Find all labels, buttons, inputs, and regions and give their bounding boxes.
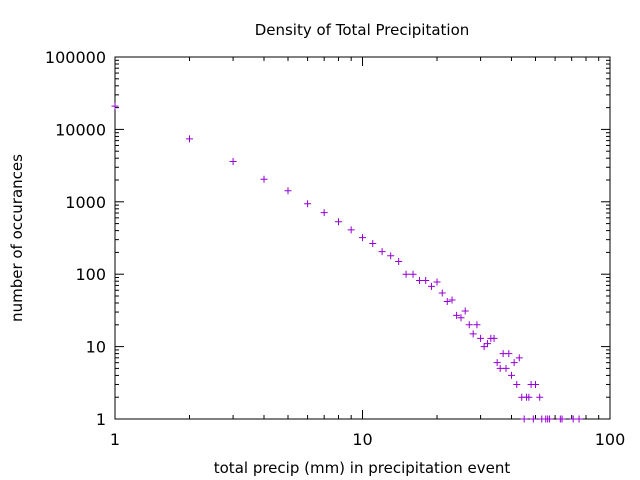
- data-point: [520, 415, 528, 423]
- data-point: [378, 248, 386, 256]
- data-point: [433, 278, 441, 286]
- data-point: [335, 218, 343, 226]
- data-point: [438, 289, 446, 297]
- x-tick-label: 10: [352, 430, 372, 449]
- data-point: [477, 334, 485, 342]
- y-tick-label: 10: [86, 338, 106, 357]
- data-point: [422, 276, 430, 284]
- data-point: [347, 226, 355, 234]
- data-point: [461, 307, 469, 315]
- data-point: [111, 102, 119, 110]
- data-point: [536, 393, 544, 401]
- data-point: [427, 282, 435, 290]
- data-point: [480, 343, 488, 351]
- data-point: [359, 234, 366, 242]
- data-point: [395, 257, 403, 265]
- data-point: [515, 354, 523, 362]
- data-point: [229, 158, 237, 166]
- data-point: [443, 297, 451, 305]
- data-point: [505, 350, 513, 358]
- data-point: [493, 359, 501, 367]
- data-point: [484, 340, 492, 348]
- data-point: [186, 135, 194, 143]
- y-tick-label: 100000: [45, 48, 106, 67]
- data-point: [508, 371, 516, 379]
- data-points: [111, 102, 583, 423]
- data-point: [387, 252, 395, 260]
- x-axis-label: total precip (mm) in precipitation event: [214, 459, 511, 477]
- x-tick-label: 1: [110, 430, 120, 449]
- data-point: [502, 364, 510, 372]
- axis-ticks: 1 10 100 1000 10000 100000 1 10 100: [45, 48, 625, 449]
- data-point: [402, 270, 410, 278]
- data-point: [575, 415, 583, 423]
- data-point: [510, 359, 518, 367]
- data-point: [448, 296, 456, 304]
- x-tick-label: 100: [595, 430, 626, 449]
- data-point: [490, 334, 498, 342]
- data-point: [409, 270, 417, 278]
- data-point: [465, 321, 473, 329]
- data-point: [416, 276, 424, 284]
- y-tick-label: 100: [75, 265, 106, 284]
- data-point: [569, 415, 577, 423]
- y-tick-label: 1000: [65, 193, 106, 212]
- data-point: [473, 321, 481, 329]
- data-point: [531, 380, 539, 388]
- chart-title: Density of Total Precipitation: [255, 21, 470, 39]
- data-point: [457, 314, 465, 322]
- data-point: [284, 187, 292, 195]
- y-axis-label: number of occurances: [8, 154, 26, 322]
- data-point: [369, 240, 377, 248]
- data-point: [558, 415, 566, 423]
- y-tick-label: 1: [96, 410, 106, 429]
- y-tick-label: 10000: [55, 120, 106, 139]
- data-point: [469, 330, 477, 338]
- data-point: [525, 393, 533, 401]
- data-point: [513, 380, 521, 388]
- data-point: [529, 415, 537, 423]
- data-point: [453, 311, 461, 319]
- data-point: [320, 209, 328, 217]
- data-point: [260, 175, 268, 183]
- data-point: [546, 415, 554, 423]
- data-point: [304, 200, 312, 208]
